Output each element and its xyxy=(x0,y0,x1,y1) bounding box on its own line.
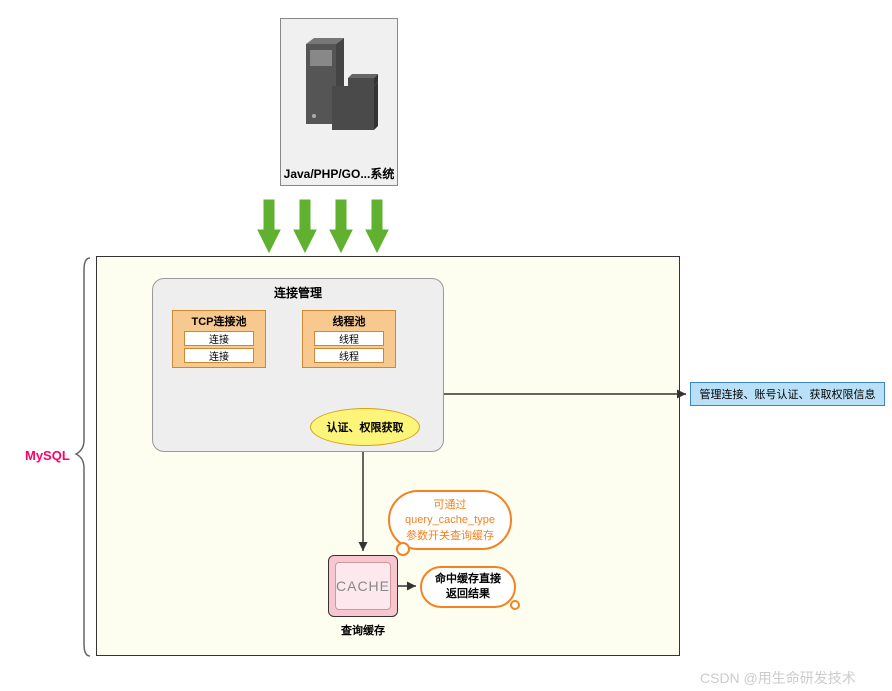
watermark: CSDN @用生命研发技术 xyxy=(700,668,856,688)
bubble-tail-icon xyxy=(396,542,410,556)
hit-bubble: 命中缓存直接 返回结果 xyxy=(420,566,516,608)
auth-ellipse-text: 认证、权限获取 xyxy=(327,419,404,435)
mysql-label: MySQL xyxy=(25,448,70,463)
hit-line: 命中缓存直接 xyxy=(422,572,514,587)
brace xyxy=(76,258,90,656)
cache-sublabel: 查询缓存 xyxy=(328,622,398,638)
info-box: 管理连接、账号认证、获取权限信息 xyxy=(690,382,885,406)
auth-ellipse: 认证、权限获取 xyxy=(310,408,420,446)
info-box-text: 管理连接、账号认证、获取权限信息 xyxy=(700,386,876,402)
tcp-pool-title: TCP连接池 xyxy=(192,313,247,329)
thread-item: 线程 xyxy=(314,348,384,363)
thread-item: 线程 xyxy=(314,331,384,346)
thread-pool: 线程池 线程 线程 xyxy=(302,310,396,368)
cache-box: CACHE xyxy=(328,555,398,617)
cache-tip-bubble: 可通过 query_cache_type 参数开关查询缓存 xyxy=(388,490,512,550)
conn-panel-title: 连接管理 xyxy=(152,284,444,301)
bubble-line: 可通过 xyxy=(390,498,510,513)
tcp-item: 连接 xyxy=(184,348,254,363)
thread-pool-title: 线程池 xyxy=(333,313,366,329)
hit-bubble-tail-icon xyxy=(510,600,520,610)
bubble-line: query_cache_type xyxy=(390,513,510,528)
tcp-pool: TCP连接池 连接 连接 xyxy=(172,310,266,368)
server-icon xyxy=(300,38,378,143)
cache-label: CACHE xyxy=(336,578,390,594)
hit-line: 返回结果 xyxy=(422,587,514,602)
bubble-line: 参数开关查询缓存 xyxy=(390,529,510,544)
tcp-item: 连接 xyxy=(184,331,254,346)
green-arrows xyxy=(258,200,388,252)
system-label: Java/PHP/GO...系统 xyxy=(280,165,398,182)
